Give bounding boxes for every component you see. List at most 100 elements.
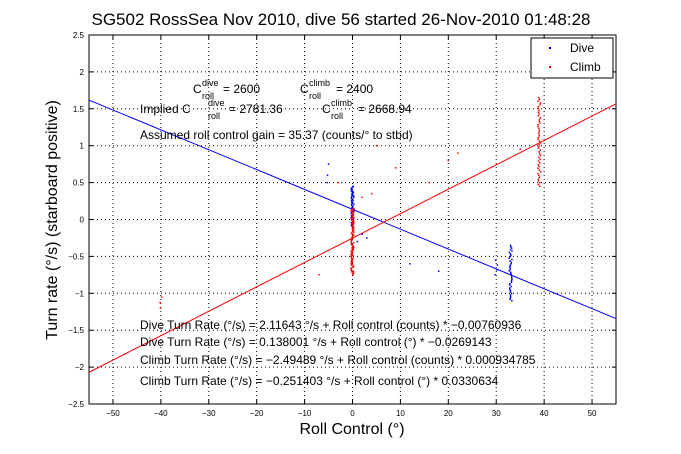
data-point-climb <box>537 133 540 135</box>
x-tick-label: −40 <box>154 409 168 418</box>
data-point-climb <box>539 181 541 184</box>
data-point-climb <box>537 124 539 126</box>
data-point-dive <box>353 203 355 205</box>
chart-title: SG502 RossSea Nov 2010, dive 56 started … <box>92 10 591 29</box>
data-point-climb <box>538 143 540 146</box>
data-point-dive <box>350 204 353 206</box>
c-dive-sup: dive <box>202 78 219 88</box>
data-point-climb <box>352 265 355 267</box>
data-point-climb <box>537 136 540 139</box>
y-tick-label: −2.5 <box>68 400 84 409</box>
data-point-dive <box>350 187 352 190</box>
x-tick-label: 0 <box>350 409 355 418</box>
implied-climb-symbol: C <box>322 102 331 116</box>
data-point-climb <box>351 250 354 253</box>
data-point-dive <box>351 186 353 189</box>
y-tick-label: −1.5 <box>68 326 84 335</box>
data-point-climb <box>537 180 540 182</box>
c-climb-sup: climb <box>309 78 330 88</box>
data-point-climb <box>352 270 355 272</box>
data-point-dive <box>509 268 511 271</box>
x-tick-label: 20 <box>444 409 453 418</box>
data-point-climb <box>350 238 352 240</box>
data-point-dive <box>352 199 355 201</box>
data-point-climb <box>352 226 355 228</box>
implied-prefix: Implied C <box>140 102 191 116</box>
data-point-dive <box>350 217 353 219</box>
data-point-climb <box>538 129 541 132</box>
data-point-climb <box>350 255 352 257</box>
data-point-climb <box>538 140 541 142</box>
data-point-climb <box>538 165 540 168</box>
data-point-climb <box>352 234 355 237</box>
data-point-dive <box>511 258 513 261</box>
data-point-climb <box>370 192 373 195</box>
data-point-dive <box>509 298 511 301</box>
data-point-dive <box>366 237 368 239</box>
c-climb-sub: roll <box>309 91 321 101</box>
data-point-climb <box>394 167 397 169</box>
data-point-climb <box>350 253 353 256</box>
data-point-climb <box>318 274 320 276</box>
implied-dive-value: = 2781.36 <box>229 102 283 116</box>
data-point-dive <box>350 211 352 214</box>
legend-climb-label: Climb <box>570 60 601 74</box>
x-tick-label: 10 <box>396 409 405 418</box>
data-point-dive <box>509 265 511 268</box>
data-point-climb <box>352 254 354 257</box>
c-dive-value: = 2600 <box>223 82 260 96</box>
data-point-climb <box>539 116 542 119</box>
data-point-climb <box>350 271 353 273</box>
data-point-climb <box>352 271 355 274</box>
data-point-climb <box>537 115 539 117</box>
data-point-dive <box>509 295 512 298</box>
data-point-climb <box>538 156 540 159</box>
data-point-climb <box>428 181 430 184</box>
data-point-dive <box>510 271 512 274</box>
data-point-climb <box>350 218 353 220</box>
data-point-climb <box>350 260 352 263</box>
equation-dive-degrees: Dive Turn Rate (°/s) = 0.138001 °/s + Ro… <box>140 335 492 349</box>
data-point-dive <box>350 222 353 224</box>
data-point-climb <box>351 233 354 235</box>
data-point-climb <box>539 162 541 164</box>
data-point-climb <box>538 134 541 137</box>
data-point-climb <box>538 127 540 130</box>
data-point-dive <box>351 197 353 200</box>
data-point-climb <box>351 243 353 246</box>
data-point-dive <box>510 275 513 278</box>
y-tick-label: 0.5 <box>73 179 85 188</box>
data-point-climb <box>160 296 163 298</box>
data-point-dive <box>509 264 512 266</box>
data-point-dive <box>508 270 510 272</box>
data-point-dive <box>511 278 513 281</box>
data-point-dive <box>350 197 353 199</box>
data-point-dive <box>511 250 513 252</box>
data-point-dive <box>511 299 513 302</box>
y-tick-label: 2.5 <box>73 31 85 40</box>
data-point-dive <box>509 244 512 247</box>
data-point-dive <box>352 195 355 197</box>
data-point-climb <box>350 242 353 245</box>
y-tick-label: 0 <box>80 216 85 225</box>
implied-climb-sup: climb <box>331 98 352 108</box>
y-axis-label: Turn rate (°/s) (starboard positive) <box>44 100 61 340</box>
data-point-dive <box>352 196 355 199</box>
data-point-climb <box>351 247 353 249</box>
data-point-climb <box>538 145 540 148</box>
equation-climb-counts: Climb Turn Rate (°/s) = −2.49489 °/s + R… <box>140 353 536 367</box>
data-point-climb <box>537 163 540 166</box>
data-point-dive <box>511 277 513 279</box>
implied-climb-value: = 2668.94 <box>358 102 412 116</box>
data-point-climb <box>352 249 354 251</box>
data-point-climb <box>538 118 541 121</box>
data-point-dive <box>509 287 511 289</box>
data-point-climb <box>351 230 354 232</box>
data-point-dive <box>508 251 511 254</box>
x-tick-label: 40 <box>540 409 549 418</box>
data-point-dive <box>494 259 497 261</box>
data-point-dive <box>510 261 513 264</box>
data-point-climb <box>351 235 354 237</box>
data-point-climb <box>537 183 540 186</box>
data-point-dive <box>509 267 511 269</box>
